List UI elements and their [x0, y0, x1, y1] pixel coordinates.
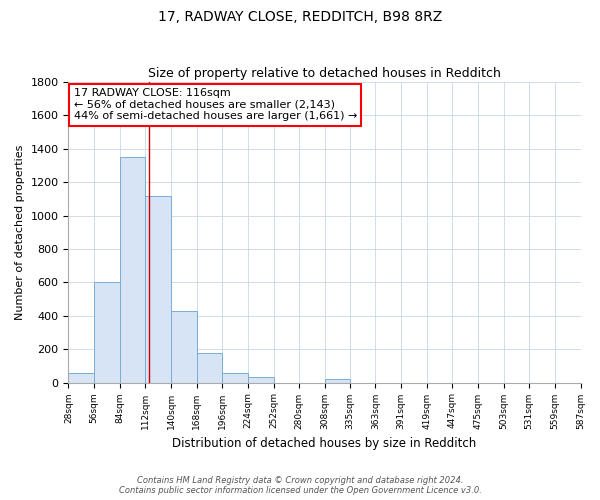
- Bar: [145, 196, 171, 382]
- X-axis label: Distribution of detached houses by size in Redditch: Distribution of detached houses by size …: [172, 437, 476, 450]
- Bar: [120, 157, 145, 382]
- Bar: [171, 311, 197, 382]
- Bar: [325, 379, 350, 382]
- Title: Size of property relative to detached houses in Redditch: Size of property relative to detached ho…: [148, 66, 501, 80]
- Bar: [197, 354, 223, 382]
- Y-axis label: Number of detached properties: Number of detached properties: [15, 144, 25, 320]
- Text: Contains HM Land Registry data © Crown copyright and database right 2024.
Contai: Contains HM Land Registry data © Crown c…: [119, 476, 481, 495]
- Text: 17, RADWAY CLOSE, REDDITCH, B98 8RZ: 17, RADWAY CLOSE, REDDITCH, B98 8RZ: [158, 10, 442, 24]
- Bar: [68, 372, 94, 382]
- Bar: [248, 376, 274, 382]
- Text: 17 RADWAY CLOSE: 116sqm
← 56% of detached houses are smaller (2,143)
44% of semi: 17 RADWAY CLOSE: 116sqm ← 56% of detache…: [74, 88, 357, 122]
- Bar: [223, 372, 248, 382]
- Bar: [94, 282, 120, 382]
